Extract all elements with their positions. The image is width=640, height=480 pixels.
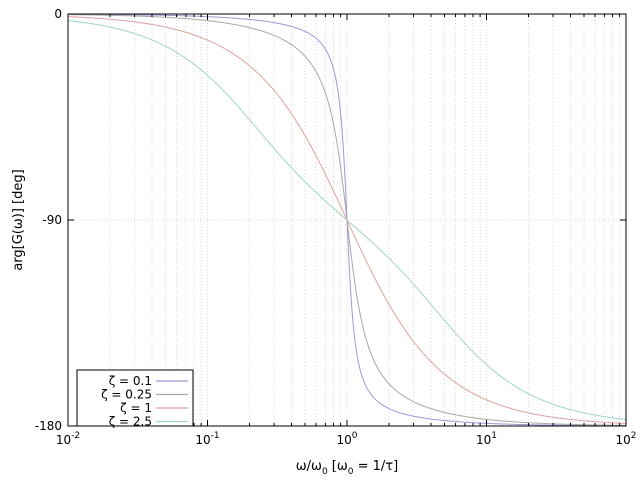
series-lines: [67, 13, 627, 427]
legend-box: [76, 369, 194, 427]
legend-label-0: ζ = 0.1: [109, 374, 152, 388]
x-tick-label: 101: [476, 431, 497, 447]
y-tick-label: -180: [35, 419, 62, 433]
x-axis-label-tail: = 1/τ]: [354, 459, 399, 474]
series-line-3: [67, 20, 627, 420]
legend: ζ = 0.1ζ = 0.25ζ = 1ζ = 2.5: [76, 369, 194, 429]
x-axis-label-main: ω/ω: [296, 459, 322, 474]
x-axis-label-sub2: 0: [348, 467, 354, 477]
x-tick-label: 10-1: [195, 431, 219, 447]
x-tick-label: 100: [336, 431, 357, 447]
x-axis-label: ω/ω0 [ω0 = 1/τ]: [296, 459, 398, 477]
x-tick-label: 10-2: [56, 431, 80, 447]
legend-label-2: ζ = 1: [120, 401, 152, 415]
y-axis-label: arg[G(ω)] [deg]: [11, 169, 26, 270]
y-tick-label: -90: [42, 213, 62, 227]
x-axis-label-sub: 0: [322, 467, 328, 477]
legend-label-3: ζ = 2.5: [109, 415, 152, 429]
legend-label-1: ζ = 0.25: [101, 388, 152, 402]
x-tick-label: 102: [615, 431, 636, 447]
y-tick-label: 0: [54, 7, 62, 21]
x-axis-label-rest: [ω: [328, 459, 348, 474]
